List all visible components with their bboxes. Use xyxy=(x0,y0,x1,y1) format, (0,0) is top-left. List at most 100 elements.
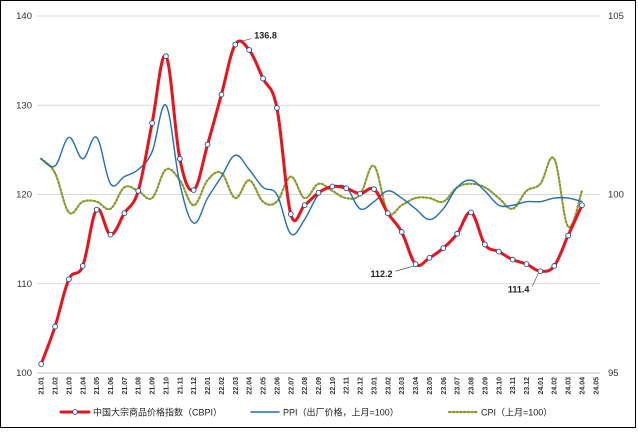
x-tick-label: 23.02 xyxy=(385,377,392,395)
y-right-tick-label: 95 xyxy=(608,368,619,379)
cbpi-data-point xyxy=(246,47,253,53)
cbpi-data-point xyxy=(329,183,336,190)
y-left-tick-label: 130 xyxy=(16,100,32,111)
x-tick-label: 23.04 xyxy=(413,377,420,395)
annotation-leader xyxy=(532,273,539,287)
cbpi-data-point xyxy=(509,256,516,263)
x-tick-label: 21.12 xyxy=(191,377,198,395)
x-tick-label: 24.02 xyxy=(552,377,559,395)
x-tick-label: 22.05 xyxy=(261,377,268,395)
x-tick-label: 23.05 xyxy=(427,377,434,395)
x-tick-label: 23.03 xyxy=(399,377,406,395)
x-tick-label: 22.09 xyxy=(316,377,323,395)
cbpi-data-point xyxy=(440,245,447,251)
axes: 100 110 120 130 140 95 100 105 21.01 21.02 21.03 21… xyxy=(16,11,624,395)
series-line-ppi xyxy=(40,104,583,236)
x-tick-label: 22.03 xyxy=(233,377,240,395)
cbpi-data-point xyxy=(315,189,322,196)
legend-label: PPI（出厂价格，上月=100） xyxy=(283,407,399,418)
cbpi-data-point xyxy=(412,261,419,267)
x-tick-label: 21.02 xyxy=(53,377,60,395)
cbpi-data-point xyxy=(495,248,502,255)
annotations: 136.8 112.2 111.4 xyxy=(237,31,539,294)
x-tick-label: 23.10 xyxy=(496,377,503,395)
x-tick-label: 23.06 xyxy=(441,377,448,395)
cbpi-data-point xyxy=(218,91,225,98)
legend-label: CPI（上月=100） xyxy=(481,408,552,418)
x-tick-label: 21.07 xyxy=(122,377,129,395)
x-tick-label: 22.10 xyxy=(330,377,337,395)
x-tick-label: 24.05 xyxy=(593,377,600,395)
annotation-label: 136.8 xyxy=(254,31,277,41)
cbpi-data-point xyxy=(551,263,558,269)
cbpi-data-point xyxy=(66,276,72,283)
legend-marker xyxy=(72,409,78,415)
x-tick-label: 22.02 xyxy=(219,377,226,395)
cbpi-data-point xyxy=(301,202,308,209)
x-tick-label: 22.11 xyxy=(344,377,351,394)
cbpi-data-point xyxy=(190,187,197,193)
cbpi-data-point xyxy=(79,263,86,269)
annotation-leader xyxy=(395,265,414,272)
annotation-label: 112.2 xyxy=(371,269,393,279)
x-tick-label: 23.01 xyxy=(371,377,378,395)
x-tick-label: 21.08 xyxy=(136,377,143,395)
x-tick-label: 22.01 xyxy=(205,377,212,395)
cbpi-data-point xyxy=(149,120,155,126)
cbpi-data-point xyxy=(287,211,294,217)
cbpi-data-point xyxy=(384,210,391,217)
cbpi-data-point xyxy=(426,255,433,261)
x-tick-label: 22.07 xyxy=(288,377,295,395)
cbpi-data-point xyxy=(204,141,211,148)
x-tick-label: 21.04 xyxy=(80,377,87,395)
cbpi-data-point xyxy=(107,231,114,238)
series-line-cbpi xyxy=(39,39,584,366)
cbpi-data-point xyxy=(371,186,377,192)
x-tick-label: 23.08 xyxy=(469,377,476,395)
cbpi-data-point xyxy=(357,190,363,197)
legend: 中国大宗商品价格指数（CBPI） PPI（出厂价格，上月=100） CPI（上月=1… xyxy=(59,407,552,418)
cbpi-data-point xyxy=(38,361,45,367)
cbpi-data-point xyxy=(163,53,169,60)
cbpi-data-point xyxy=(121,210,128,217)
cbpi-data-point xyxy=(260,75,266,82)
cbpi-data-point xyxy=(93,206,100,213)
x-tick-label: 21.09 xyxy=(150,377,157,395)
x-tick-label: 23.11 xyxy=(510,377,517,394)
y-left-tick-label: 120 xyxy=(16,190,32,201)
cbpi-data-point xyxy=(454,230,461,237)
x-tick-label: 21.11 xyxy=(177,377,184,394)
x-tick-label: 21.05 xyxy=(94,377,101,395)
legend-label: 中国大宗商品价格指数（CBPI） xyxy=(93,407,222,418)
x-tick-label: 23.12 xyxy=(524,377,531,395)
series-layer xyxy=(38,39,585,367)
x-tick-label: 24.04 xyxy=(579,377,586,395)
x-tick-label: 22.06 xyxy=(274,377,281,395)
y-left-tick-label: 140 xyxy=(16,11,32,22)
cbpi-data-point xyxy=(565,232,571,239)
x-tick-label: 21.06 xyxy=(108,377,115,395)
y-right-tick-label: 100 xyxy=(608,190,624,201)
cbpi-data-point xyxy=(468,209,474,216)
x-tick-label: 21.03 xyxy=(66,377,73,395)
x-tick-label: 21.01 xyxy=(39,377,46,395)
annotation-leader xyxy=(237,38,252,43)
y-left-tick-label: 110 xyxy=(17,279,32,290)
annotation-label: 111.4 xyxy=(508,284,530,294)
cbpi-data-point xyxy=(176,155,183,162)
x-tick-label: 22.08 xyxy=(302,377,309,395)
x-tick-label: 24.01 xyxy=(538,377,545,395)
x-tick-label: 23.07 xyxy=(455,377,462,395)
y-left-tick-label: 100 xyxy=(16,368,32,379)
cbpi-data-point xyxy=(523,261,530,267)
cbpi-data-point xyxy=(482,241,488,248)
x-tick-label: 21.10 xyxy=(163,377,170,395)
cbpi-data-point xyxy=(232,41,239,48)
cbpi-data-point xyxy=(579,202,585,209)
cbpi-data-point xyxy=(398,229,405,235)
x-tick-label: 24.03 xyxy=(566,377,573,395)
cbpi-data-point xyxy=(52,323,58,330)
y-right-tick-label: 105 xyxy=(608,11,624,22)
x-tick-label: 22.04 xyxy=(247,377,254,395)
